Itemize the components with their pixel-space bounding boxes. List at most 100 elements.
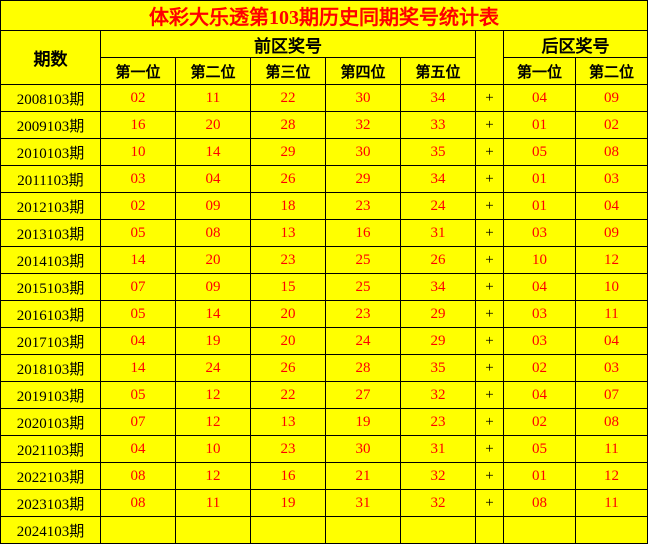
plus-cell: +	[476, 328, 504, 355]
front-num-cell: 20	[176, 247, 251, 274]
front-num-cell: 04	[176, 166, 251, 193]
front-num-cell: 25	[326, 274, 401, 301]
back-num-cell: 09	[576, 85, 648, 112]
period-cell: 2008103期	[1, 85, 101, 112]
front-num-cell: 33	[401, 112, 476, 139]
front-num-cell: 14	[176, 139, 251, 166]
front-num-cell: 20	[176, 112, 251, 139]
back-num-cell: 01	[504, 193, 576, 220]
plus-cell: +	[476, 382, 504, 409]
front-num-cell: 13	[251, 409, 326, 436]
front-num-cell: 32	[401, 382, 476, 409]
front-num-cell: 16	[251, 463, 326, 490]
front-num-cell: 22	[251, 85, 326, 112]
back-num-cell: 01	[504, 463, 576, 490]
header-back: 后区奖号	[504, 31, 648, 58]
table-row: 2011103期0304262934+0103	[1, 166, 648, 193]
period-cell: 2024103期	[1, 517, 101, 544]
table-row: 2019103期0512222732+0407	[1, 382, 648, 409]
period-cell: 2011103期	[1, 166, 101, 193]
header-pos3: 第三位	[251, 58, 326, 85]
back-num-cell: 03	[504, 328, 576, 355]
table-row: 2024103期	[1, 517, 648, 544]
front-num-cell: 23	[401, 409, 476, 436]
header-pos5: 第五位	[401, 58, 476, 85]
front-num-cell: 24	[326, 328, 401, 355]
front-num-cell: 24	[176, 355, 251, 382]
front-num-cell: 31	[326, 490, 401, 517]
front-num-cell: 35	[401, 139, 476, 166]
back-num-cell: 04	[504, 85, 576, 112]
front-num-cell: 26	[401, 247, 476, 274]
back-num-cell: 04	[504, 274, 576, 301]
front-num-cell	[101, 517, 176, 544]
front-num-cell: 14	[176, 301, 251, 328]
back-num-cell: 12	[576, 463, 648, 490]
back-num-cell: 03	[504, 301, 576, 328]
back-num-cell: 03	[576, 166, 648, 193]
header-pos1: 第一位	[101, 58, 176, 85]
period-cell: 2018103期	[1, 355, 101, 382]
back-num-cell: 01	[504, 112, 576, 139]
lottery-table: 体彩大乐透第103期历史同期奖号统计表 期数 前区奖号 后区奖号 第一位 第二位…	[0, 0, 648, 544]
front-num-cell: 05	[101, 301, 176, 328]
plus-cell: +	[476, 85, 504, 112]
back-num-cell: 02	[504, 409, 576, 436]
front-num-cell: 23	[251, 436, 326, 463]
front-num-cell: 12	[176, 409, 251, 436]
table-row: 2022103期0812162132+0112	[1, 463, 648, 490]
front-num-cell: 12	[176, 463, 251, 490]
front-num-cell: 11	[176, 85, 251, 112]
front-num-cell: 14	[101, 247, 176, 274]
front-num-cell: 04	[101, 436, 176, 463]
table-row: 2016103期0514202329+0311	[1, 301, 648, 328]
front-num-cell: 31	[401, 436, 476, 463]
front-num-cell: 23	[326, 193, 401, 220]
back-num-cell: 11	[576, 301, 648, 328]
table-row: 2018103期1424262835+0203	[1, 355, 648, 382]
front-num-cell: 14	[101, 355, 176, 382]
front-num-cell: 18	[251, 193, 326, 220]
back-num-cell: 10	[504, 247, 576, 274]
front-num-cell: 08	[176, 220, 251, 247]
header-bpos1: 第一位	[504, 58, 576, 85]
table-row: 2014103期1420232526+1012	[1, 247, 648, 274]
front-num-cell: 19	[251, 490, 326, 517]
table-row: 2008103期0211223034+0409	[1, 85, 648, 112]
plus-cell: +	[476, 355, 504, 382]
header-bpos2: 第二位	[576, 58, 648, 85]
front-num-cell: 07	[101, 274, 176, 301]
plus-cell: +	[476, 301, 504, 328]
back-num-cell: 04	[576, 193, 648, 220]
back-num-cell: 04	[504, 382, 576, 409]
front-num-cell: 20	[251, 328, 326, 355]
front-num-cell: 26	[251, 166, 326, 193]
front-num-cell: 28	[251, 112, 326, 139]
front-num-cell: 35	[401, 355, 476, 382]
front-num-cell: 09	[176, 274, 251, 301]
front-num-cell: 23	[326, 301, 401, 328]
plus-cell: +	[476, 463, 504, 490]
front-num-cell: 10	[101, 139, 176, 166]
plus-cell: +	[476, 436, 504, 463]
front-num-cell: 02	[101, 193, 176, 220]
header-plus-gap	[476, 31, 504, 85]
period-cell: 2019103期	[1, 382, 101, 409]
period-cell: 2017103期	[1, 328, 101, 355]
back-num-cell: 01	[504, 166, 576, 193]
front-num-cell: 20	[251, 301, 326, 328]
period-cell: 2010103期	[1, 139, 101, 166]
plus-cell: +	[476, 112, 504, 139]
front-num-cell: 29	[326, 166, 401, 193]
plus-cell: +	[476, 274, 504, 301]
back-num-cell: 08	[576, 409, 648, 436]
front-num-cell: 11	[176, 490, 251, 517]
plus-cell: +	[476, 193, 504, 220]
front-num-cell: 02	[101, 85, 176, 112]
front-num-cell: 09	[176, 193, 251, 220]
back-num-cell	[504, 517, 576, 544]
front-num-cell: 04	[101, 328, 176, 355]
back-num-cell: 04	[576, 328, 648, 355]
table-row: 2010103期1014293035+0508	[1, 139, 648, 166]
front-num-cell: 19	[326, 409, 401, 436]
